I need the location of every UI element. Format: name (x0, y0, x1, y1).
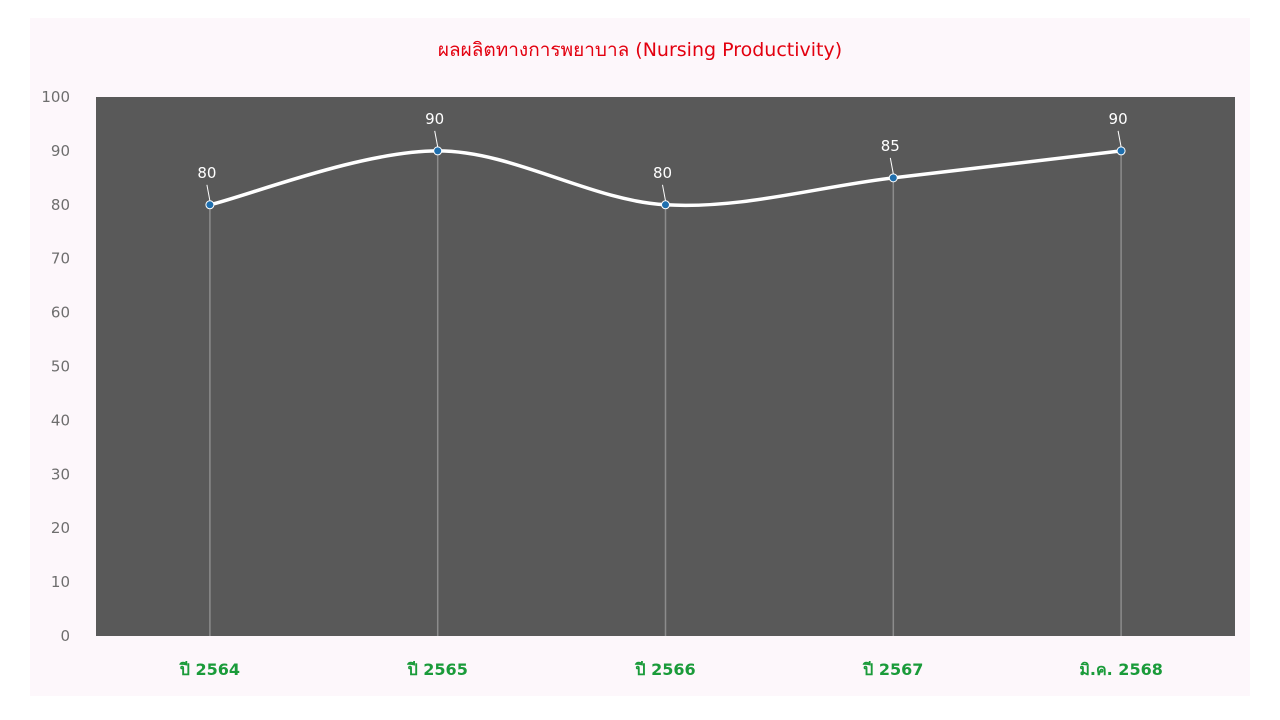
data-label: 90 (425, 110, 444, 128)
data-label: 80 (197, 164, 216, 182)
data-label: 90 (1109, 110, 1128, 128)
chart-title: ผลผลิตทางการพยาบาล (Nursing Productivity… (438, 39, 842, 61)
y-tick-label: 70 (51, 250, 70, 268)
x-tick-label: ปี 2565 (406, 660, 468, 679)
data-label: 80 (653, 164, 672, 182)
x-tick-label: ปี 2567 (862, 660, 924, 679)
y-tick-label: 60 (51, 304, 70, 322)
y-tick-label: 90 (51, 142, 70, 160)
label-leader-line (889, 157, 894, 174)
label-leader-line (662, 184, 666, 201)
data-label: 85 (881, 137, 900, 155)
y-tick-label: 80 (51, 196, 70, 214)
data-point (205, 200, 215, 210)
label-leader-line (1117, 130, 1122, 147)
data-point (433, 146, 443, 156)
drop-lines (209, 150, 1122, 636)
label-leader-line (206, 184, 211, 201)
data-point (1116, 146, 1126, 156)
y-tick-label: 30 (51, 465, 70, 483)
label-leader-line (434, 130, 439, 147)
data-labels: 80 90 80 85 90 (197, 110, 1128, 201)
y-tick-label: 20 (51, 519, 70, 537)
x-tick-label: ปี 2564 (178, 660, 240, 679)
x-tick-label: มิ.ค. 2568 (1079, 660, 1163, 679)
data-point (888, 173, 898, 183)
data-point (661, 200, 670, 210)
y-tick-label: 40 (51, 411, 70, 429)
x-axis: ปี 2564 ปี 2565 ปี 2566 ปี 2567 มิ.ค. 2568 (178, 660, 1162, 679)
y-axis: 0 10 20 30 40 50 60 70 80 90 100 (41, 88, 70, 645)
y-tick-label: 0 (60, 627, 70, 645)
y-tick-label: 50 (51, 358, 70, 376)
x-tick-label: ปี 2566 (634, 660, 696, 679)
y-tick-label: 100 (41, 88, 70, 106)
y-tick-label: 10 (51, 573, 70, 591)
